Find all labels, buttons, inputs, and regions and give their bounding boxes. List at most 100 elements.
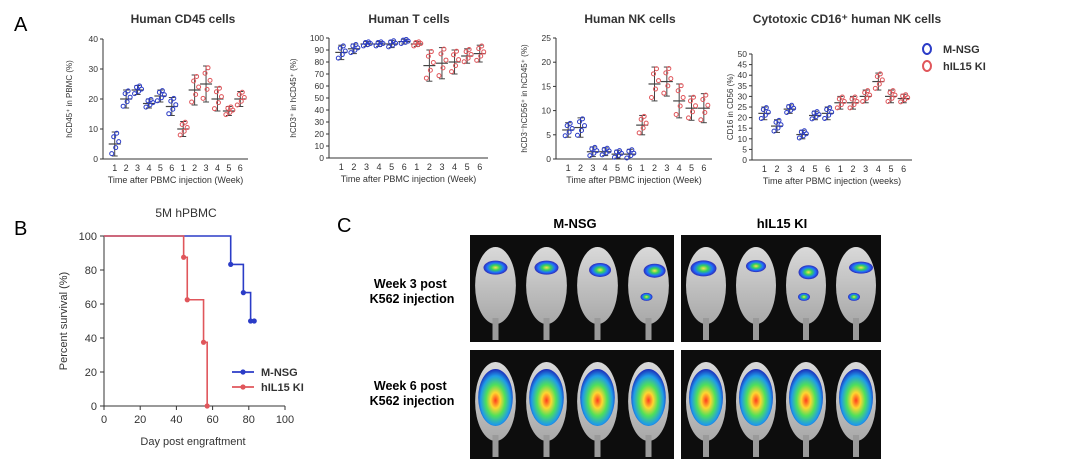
data-point [239,89,245,95]
x-tick-label: 20 [134,414,146,426]
tumor-signal [483,260,508,275]
data-point [796,135,802,141]
chart-title: Human CD45 cells [131,12,236,26]
x-tick-label: 3 [204,163,209,173]
data-point [569,126,575,132]
y-tick-label: 30 [315,117,325,127]
data-point [775,125,781,131]
mouse-tail [594,318,601,340]
survival-marker [204,403,210,409]
data-point [865,88,871,94]
data-point [860,98,866,104]
survival-marker [184,297,190,303]
data-point [116,139,122,145]
data-point [451,52,457,58]
data-point [403,36,409,42]
data-point [362,40,368,46]
data-point [159,88,165,94]
chart-title: Human T cells [368,12,450,26]
x-tick-label: 1 [112,163,117,173]
x-tick-label: 4 [800,164,805,174]
data-point [170,106,176,112]
data-point [771,128,777,134]
data-point [468,52,474,58]
data-point [173,102,179,108]
data-point [801,128,807,134]
data-point [216,85,222,91]
data-point [213,89,219,95]
x-tick-label: 4 [452,162,457,172]
data-point [238,98,244,104]
data-point [132,91,138,97]
data-point [680,95,686,101]
y-axis-label: hCD3⁻hCD56⁺ in hCD45⁺ (%) [520,44,529,153]
mouse-tail [853,435,859,457]
tumor-signal [631,369,666,426]
tumor-signal [478,369,513,426]
data-point [885,98,891,104]
data-point [678,83,684,89]
data-point [668,76,674,82]
data-point [428,49,434,55]
data-point [124,99,130,105]
panel-label-c: C [337,215,351,237]
data-point [686,115,691,121]
mouse-tail [492,435,499,457]
data-point [841,98,847,104]
x-tick-label: 6 [627,163,632,173]
data-point [599,152,605,158]
tumor-signal [529,369,564,426]
data-point [466,47,472,53]
tumor-signal [839,369,873,426]
legend-hil15-marker [922,60,932,72]
data-point [758,115,764,121]
chart-title: Human NK cells [584,12,676,26]
y-tick-label: 40 [738,70,748,80]
x-tick-label: 5 [615,163,620,173]
data-point [171,95,177,101]
tumor-signal [848,292,860,301]
survival-marker [228,261,234,267]
imaging-row-week3: Week 3 post K562 injection [370,277,455,306]
x-tick-label: 5 [812,164,817,174]
data-point [762,112,768,118]
y-tick-label: 35 [738,81,748,91]
x-tick-label: 3 [590,163,595,173]
y-tick-label: 30 [89,64,99,74]
data-point [666,65,672,71]
data-point [822,115,828,121]
data-point [148,96,154,102]
data-point [834,105,840,111]
data-point [827,105,833,111]
y-tick-label: 100 [310,33,324,43]
data-point [234,102,240,108]
data-point [577,119,582,125]
data-point [204,86,210,92]
data-point [430,59,436,65]
survival-marker [200,339,207,345]
y-tick-label: 50 [315,93,325,103]
imaging-row-week6-line1: Week 6 post [374,379,448,393]
mouse-body [786,247,826,324]
data-point [223,112,229,118]
data-point [649,95,654,101]
mouse-tail [645,435,652,457]
data-point [826,112,832,118]
data-point [194,74,200,79]
data-point [438,51,444,57]
data-point [854,98,860,104]
imaging-row-week3-line2: K562 injection [370,292,455,306]
data-point [872,85,878,91]
data-point [109,151,115,157]
data-point [675,88,681,94]
data-point [375,40,381,46]
panel-label-a: A [14,14,28,36]
mouse-tail [803,318,809,340]
survival-marker [240,290,246,296]
imaging-row-week3-line1: Week 3 post [374,277,448,291]
data-point [205,65,211,71]
y-tick-label: 10 [89,124,99,134]
data-point [479,43,485,49]
data-point [481,49,487,55]
